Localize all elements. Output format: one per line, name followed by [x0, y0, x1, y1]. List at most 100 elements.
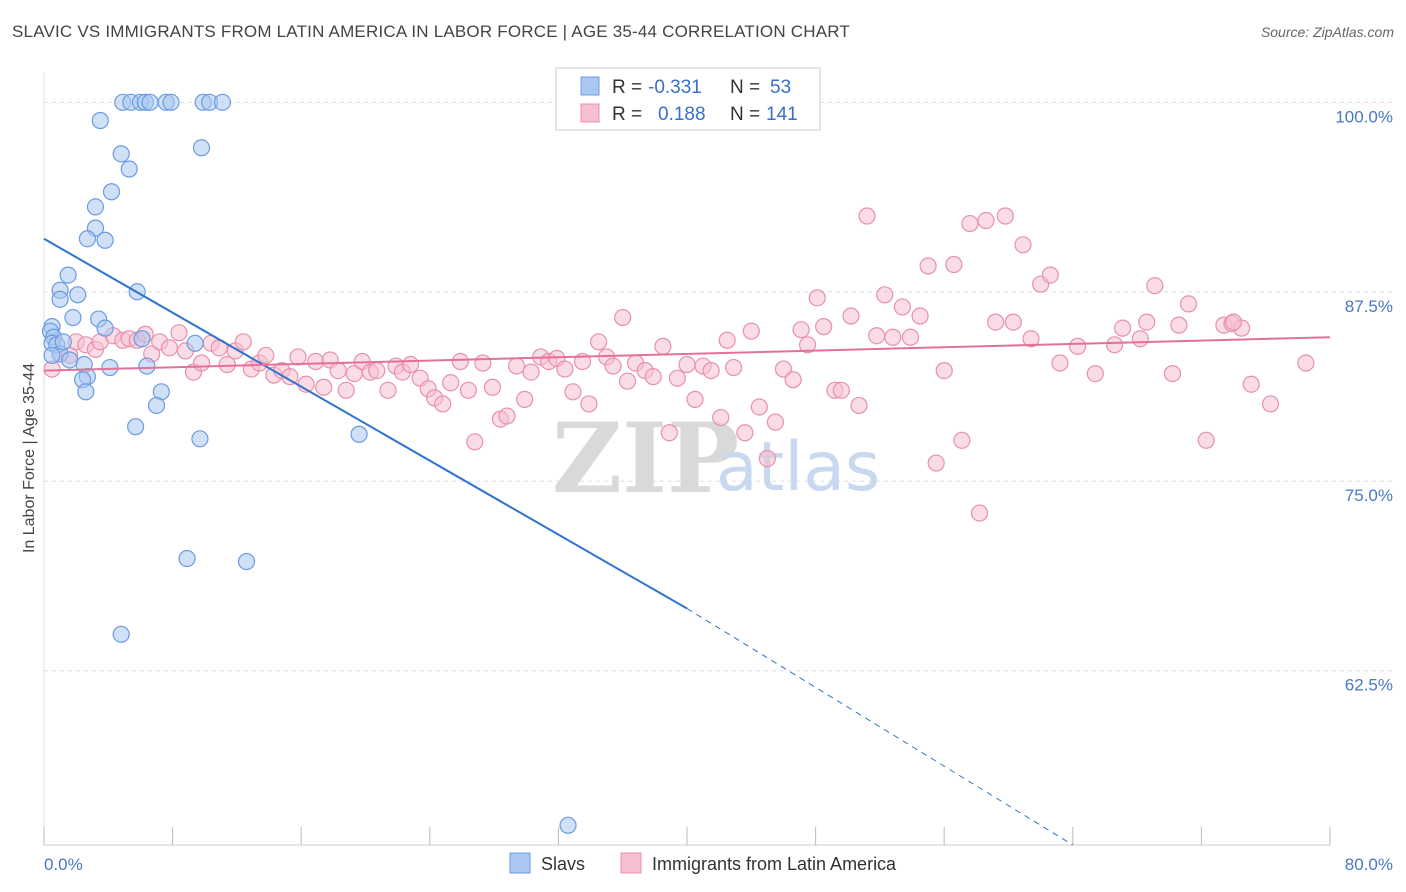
latin-point-100: [858, 207, 876, 225]
latin-point-131: [1170, 316, 1188, 334]
legend-r-label-slavs: R =: [612, 77, 642, 98]
latin-point-126: [1114, 319, 1132, 337]
latin-point-18: [192, 354, 211, 372]
y-axis-title: In Labor Force | Age 35-44: [21, 363, 38, 553]
latin-point-113: [970, 504, 989, 522]
latin-point-101: [868, 327, 886, 345]
latin-point-124: [1086, 365, 1104, 383]
latin-point-88: [758, 449, 776, 468]
latin-point-95: [815, 318, 833, 336]
slavs-point-19: [59, 266, 77, 284]
latin-point-133: [1197, 431, 1215, 449]
latin-point-59: [522, 363, 540, 381]
latin-point-125: [1105, 336, 1124, 354]
slavs-point-4: [141, 93, 159, 111]
latin-point-107: [919, 257, 937, 275]
slavs-point-46: [350, 425, 368, 443]
latin-point-70: [614, 308, 632, 327]
latin-point-109: [935, 361, 953, 380]
y-tick-label-1: 75.0%: [1345, 486, 1393, 505]
latin-point-33: [315, 378, 333, 396]
slavs-point-9: [213, 93, 232, 111]
bottom-legend-label-latin: Immigrants from Latin America: [652, 854, 897, 874]
bottom-legend-swatch-slavs: [509, 852, 531, 874]
slavs-point-52: [54, 333, 72, 351]
latin-point-77: [668, 369, 686, 387]
legend-r-value-latin: 0.188: [658, 104, 706, 125]
slavs-point-50: [559, 816, 577, 834]
slavs-point-35: [61, 351, 79, 369]
watermark: ZIP atlas: [552, 402, 880, 515]
latin-point-123: [1069, 337, 1087, 355]
latin-point-51: [459, 381, 477, 399]
latin-point-41: [379, 381, 397, 399]
latin-point-74: [644, 368, 662, 386]
latin-point-35: [329, 361, 347, 380]
latin-point-44: [401, 355, 420, 374]
slavs-point-13: [102, 183, 121, 201]
latin-point-92: [792, 321, 810, 339]
trend-lines: [43, 237, 1331, 846]
latin-point-79: [686, 390, 704, 408]
latin-point-140: [1224, 313, 1243, 331]
latin-point-116: [996, 207, 1014, 225]
latin-point-49: [442, 374, 460, 392]
latin-point-21: [218, 355, 236, 374]
legend-n-value-latin: 141: [766, 104, 798, 125]
legend-box: [555, 67, 821, 131]
slavs-point-17: [78, 230, 97, 248]
latin-point-23: [234, 333, 252, 351]
slavs-point-30: [133, 330, 151, 348]
slavs-point-12: [120, 160, 138, 178]
slavs-point-18: [96, 231, 114, 249]
grid: [44, 101, 1392, 672]
latin-point-115: [987, 313, 1005, 331]
latin-point-63: [556, 360, 574, 378]
series-slavs: [41, 93, 577, 834]
latin-point-30: [289, 348, 307, 366]
latin-point-53: [474, 354, 492, 372]
watermark-zip: ZIP: [552, 402, 739, 515]
latin-point-64: [564, 383, 582, 401]
x-tick-labels: 0.0% 80.0%: [44, 855, 1393, 874]
latin-point-52: [466, 433, 484, 451]
latin-point-54: [483, 378, 502, 396]
latin-point-130: [1163, 365, 1182, 383]
latin-point-137: [1242, 375, 1260, 393]
slavs-point-38: [138, 357, 156, 375]
latin-point-110: [945, 255, 963, 274]
latin-point-99: [850, 396, 868, 415]
slavs-point-15: [192, 139, 211, 157]
latin-point-56: [498, 407, 516, 425]
latin-point-76: [660, 424, 678, 442]
latin-point-112: [961, 214, 979, 233]
slavs-point-45: [191, 430, 209, 448]
latin-point-32: [307, 352, 325, 371]
y-tick-label-3: 100.0%: [1335, 107, 1393, 126]
latin-point-127: [1131, 330, 1149, 348]
legend-n-label-slavs: N =: [730, 77, 760, 98]
latin-point-14: [160, 339, 178, 357]
latin-point-103: [884, 328, 902, 346]
slavs-point-14: [86, 198, 105, 216]
slavs-point-29: [96, 319, 114, 337]
latin-point-67: [589, 333, 608, 351]
slavs-point-6: [162, 93, 180, 111]
slavs-trend-line-dashed: [686, 608, 1074, 846]
latin-point-50: [451, 352, 469, 371]
latin-point-89: [766, 413, 785, 431]
legend-r-value-slavs: -0.331: [648, 77, 702, 98]
y-tick-label-2: 87.5%: [1345, 297, 1393, 316]
latin-point-84: [725, 358, 743, 377]
latin-point-81: [702, 361, 720, 380]
latin-point-86: [742, 322, 760, 340]
latin-point-75: [654, 337, 672, 355]
bottom-legend-label-slavs: Slavs: [541, 854, 585, 874]
latin-point-85: [736, 424, 754, 442]
slavs-point-20: [69, 286, 87, 304]
latin-point-102: [876, 286, 894, 304]
latin-point-119: [1022, 330, 1040, 348]
y-tick-labels: 62.5% 75.0% 87.5% 100.0%: [1335, 107, 1393, 694]
slavs-point-31: [186, 334, 204, 352]
